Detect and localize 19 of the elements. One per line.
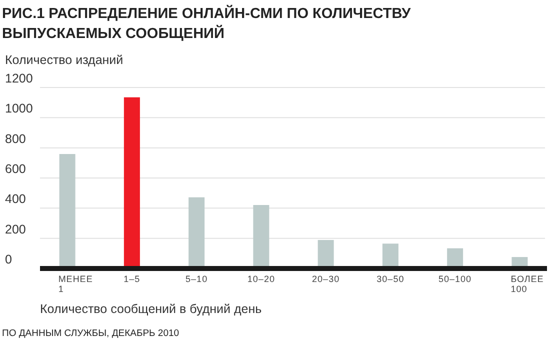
y-tick-label: 800 xyxy=(5,132,26,146)
x-tick-label: 30–50 xyxy=(376,274,404,284)
y-axis-title: Количество изданий xyxy=(5,53,124,67)
y-tick-label: 400 xyxy=(5,192,26,206)
chart-title: РИС.1 РАСПРЕДЕЛЕНИЕ ОНЛАЙН-СМИ ПО КОЛИЧЕСТВУ ВЫПУСКАЕМЫХ СООБЩЕНИЙ xyxy=(2,4,412,42)
x-tick-label: 1–5 xyxy=(124,274,140,284)
x-tick-label: МЕНЕЕ 1 xyxy=(58,274,93,294)
y-tick-label: 1200 xyxy=(5,72,33,86)
text: ПО ДАННЫМ СЛУЖБЫ, ДЕКАБРЬ 2010 xyxy=(2,328,180,339)
y-tick-label: 600 xyxy=(5,162,26,176)
x-axis-title: Количество сообщений в будний день xyxy=(40,302,262,316)
y-tick-label: 1000 xyxy=(5,102,33,116)
x-tick-label: 20–30 xyxy=(312,274,340,284)
x-tick-label: 50–100 xyxy=(438,274,472,284)
x-tick-label: 5–10 xyxy=(186,274,208,284)
y-tick-label: 0 xyxy=(5,252,12,266)
y-tick-label: 200 xyxy=(5,222,26,236)
x-tick-label: 10–20 xyxy=(247,274,275,284)
x-tick-label: БОЛЕЕ 100 xyxy=(510,274,544,294)
